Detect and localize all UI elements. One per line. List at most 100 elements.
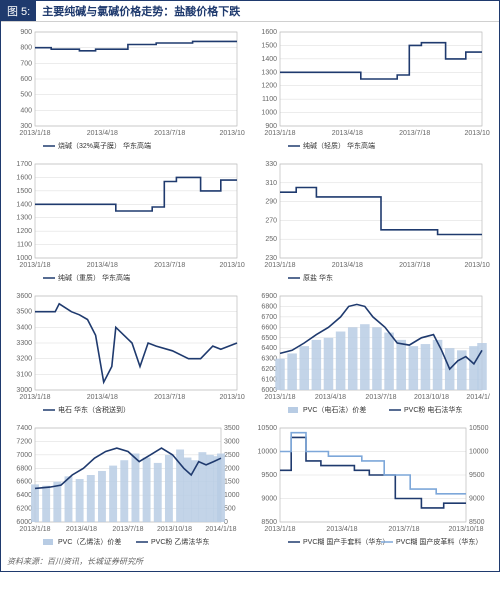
svg-text:1400: 1400 bbox=[16, 201, 32, 208]
svg-text:3000: 3000 bbox=[224, 438, 240, 445]
svg-text:6400: 6400 bbox=[16, 492, 32, 499]
svg-text:7200: 7200 bbox=[16, 438, 32, 445]
svg-text:600: 600 bbox=[20, 76, 32, 83]
figure-title: 主要纯碱与氯碱价格走势：盐酸价格下跌 bbox=[36, 3, 240, 19]
figure-container: 图 5: 主要纯碱与氯碱价格走势：盐酸价格下跌 3004005006007008… bbox=[0, 0, 500, 572]
svg-text:6600: 6600 bbox=[261, 324, 277, 331]
title-bar: 图 5: 主要纯碱与氯碱价格走势：盐酸价格下跌 bbox=[1, 1, 499, 22]
svg-text:1000: 1000 bbox=[261, 110, 277, 117]
svg-text:PVC（乙烯法）价差: PVC（乙烯法）价差 bbox=[58, 537, 121, 546]
chart-p5: 30003100320033003400350036002013/1/18201… bbox=[7, 290, 245, 420]
svg-text:6400: 6400 bbox=[261, 345, 277, 352]
svg-text:2013/10/18: 2013/10/18 bbox=[219, 130, 245, 137]
svg-text:2013/10/18: 2013/10/18 bbox=[448, 526, 483, 533]
svg-text:2013/1/18: 2013/1/18 bbox=[19, 130, 50, 137]
figure-chip: 图 5: bbox=[1, 1, 36, 21]
svg-text:烧碱（32%离子膜） 华东高端: 烧碱（32%离子膜） 华东高端 bbox=[58, 141, 151, 150]
svg-text:1100: 1100 bbox=[17, 242, 32, 249]
svg-text:2013/4/18: 2013/4/18 bbox=[87, 262, 118, 269]
svg-text:PVC糊 国产手套料（华东）: PVC糊 国产手套料（华东） bbox=[303, 537, 389, 546]
chart-p2: 90010001100120013001400150016002013/1/18… bbox=[252, 26, 490, 156]
svg-text:3100: 3100 bbox=[16, 371, 32, 378]
svg-text:1100: 1100 bbox=[262, 96, 277, 103]
svg-text:2013/7/18: 2013/7/18 bbox=[154, 394, 185, 401]
svg-text:230: 230 bbox=[265, 255, 277, 262]
panel-p8: 8500900095001000010500850090009500100001… bbox=[252, 422, 493, 552]
svg-text:2013/7/18: 2013/7/18 bbox=[388, 526, 419, 533]
svg-text:6900: 6900 bbox=[261, 293, 277, 300]
svg-text:6600: 6600 bbox=[16, 479, 32, 486]
chart-p8: 8500900095001000010500850090009500100001… bbox=[252, 422, 490, 552]
svg-text:2013/4/18: 2013/4/18 bbox=[332, 262, 363, 269]
svg-text:2013/10/18: 2013/10/18 bbox=[157, 526, 192, 533]
svg-text:10500: 10500 bbox=[258, 425, 278, 432]
svg-text:1500: 1500 bbox=[224, 479, 240, 486]
svg-text:6800: 6800 bbox=[261, 303, 277, 310]
panel-p3: 100011001200130014001500160017002013/1/1… bbox=[7, 158, 248, 288]
svg-text:电石 华东（含税送到）: 电石 华东（含税送到） bbox=[58, 405, 130, 414]
svg-text:6000: 6000 bbox=[16, 519, 32, 526]
svg-text:1600: 1600 bbox=[261, 29, 277, 36]
svg-text:9000: 9000 bbox=[261, 496, 277, 503]
svg-text:1600: 1600 bbox=[16, 174, 32, 181]
svg-text:2500: 2500 bbox=[224, 452, 240, 459]
svg-text:8500: 8500 bbox=[469, 519, 485, 526]
svg-text:2013/1/18: 2013/1/18 bbox=[264, 526, 295, 533]
svg-text:2013/4/18: 2013/4/18 bbox=[87, 130, 118, 137]
svg-text:原盐 华东: 原盐 华东 bbox=[303, 273, 333, 282]
svg-text:2013/4/18: 2013/4/18 bbox=[66, 526, 97, 533]
svg-text:2013/10/18: 2013/10/18 bbox=[219, 394, 245, 401]
svg-text:6300: 6300 bbox=[261, 356, 277, 363]
svg-text:PVC粉 乙烯法华东: PVC粉 乙烯法华东 bbox=[151, 537, 209, 546]
svg-text:8500: 8500 bbox=[261, 519, 277, 526]
svg-text:6700: 6700 bbox=[261, 314, 277, 321]
svg-text:2014/1/18: 2014/1/18 bbox=[205, 526, 236, 533]
svg-text:6800: 6800 bbox=[16, 465, 32, 472]
svg-text:2013/7/18: 2013/7/18 bbox=[154, 130, 185, 137]
svg-text:3500: 3500 bbox=[16, 309, 32, 316]
svg-text:2013/4/18: 2013/4/18 bbox=[332, 130, 363, 137]
svg-text:6500: 6500 bbox=[261, 335, 277, 342]
svg-text:500: 500 bbox=[224, 506, 236, 513]
svg-text:2013/7/18: 2013/7/18 bbox=[399, 130, 430, 137]
panel-p7: 6000620064006600680070007200740005001000… bbox=[7, 422, 248, 552]
svg-text:2013/1/18: 2013/1/18 bbox=[19, 394, 50, 401]
svg-text:6200: 6200 bbox=[261, 366, 277, 373]
svg-text:10500: 10500 bbox=[469, 425, 489, 432]
svg-text:1000: 1000 bbox=[224, 492, 240, 499]
svg-text:1300: 1300 bbox=[261, 69, 277, 76]
svg-text:PVC糊 国产皮革料（华东）: PVC糊 国产皮革料（华东） bbox=[396, 537, 482, 546]
chart-grid: 3004005006007008009002013/1/182013/4/182… bbox=[1, 22, 499, 554]
svg-text:250: 250 bbox=[265, 236, 277, 243]
svg-text:270: 270 bbox=[265, 217, 277, 224]
svg-text:纯碱（轻质） 华东高端: 纯碱（轻质） 华东高端 bbox=[303, 141, 375, 150]
svg-text:2013/4/18: 2013/4/18 bbox=[87, 394, 118, 401]
svg-text:2013/1/18: 2013/1/18 bbox=[19, 526, 50, 533]
svg-text:2014/1/18: 2014/1/18 bbox=[466, 394, 490, 401]
svg-text:2013/1/18: 2013/1/18 bbox=[264, 394, 295, 401]
svg-text:1500: 1500 bbox=[261, 42, 277, 49]
svg-text:700: 700 bbox=[20, 60, 32, 67]
svg-text:900: 900 bbox=[20, 29, 32, 36]
svg-text:2013/10/18: 2013/10/18 bbox=[219, 262, 245, 269]
svg-text:7400: 7400 bbox=[16, 425, 32, 432]
svg-text:2013/1/18: 2013/1/18 bbox=[264, 130, 295, 137]
svg-text:900: 900 bbox=[265, 123, 277, 130]
svg-text:2013/7/18: 2013/7/18 bbox=[399, 262, 430, 269]
svg-text:800: 800 bbox=[20, 45, 32, 52]
chart-p3: 100011001200130014001500160017002013/1/1… bbox=[7, 158, 245, 288]
svg-text:3300: 3300 bbox=[16, 340, 32, 347]
svg-text:1000: 1000 bbox=[16, 255, 32, 262]
svg-text:3200: 3200 bbox=[16, 356, 32, 363]
svg-text:2013/7/18: 2013/7/18 bbox=[112, 526, 143, 533]
svg-text:3500: 3500 bbox=[224, 425, 240, 432]
svg-text:2013/7/18: 2013/7/18 bbox=[365, 394, 396, 401]
svg-text:1200: 1200 bbox=[261, 83, 277, 90]
svg-text:6000: 6000 bbox=[261, 387, 277, 394]
panel-p4: 2302502702903103302013/1/182013/4/182013… bbox=[252, 158, 493, 288]
svg-text:PVC粉 电石法华东: PVC粉 电石法华东 bbox=[404, 405, 462, 414]
svg-text:1200: 1200 bbox=[16, 228, 32, 235]
svg-text:310: 310 bbox=[265, 180, 277, 187]
svg-text:400: 400 bbox=[20, 107, 32, 114]
svg-text:2013/4/18: 2013/4/18 bbox=[326, 526, 357, 533]
